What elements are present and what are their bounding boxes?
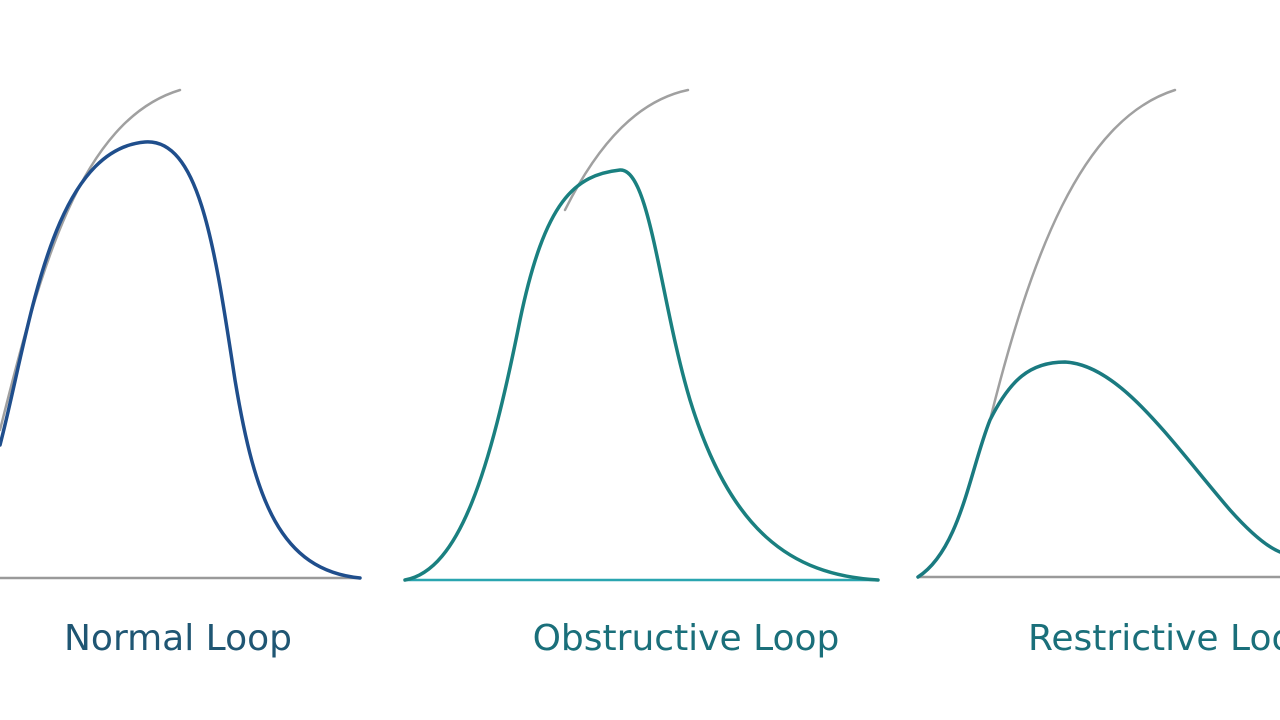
loop-curve <box>403 168 880 582</box>
normal-loop: Normal Loop <box>0 88 362 659</box>
reference-curve <box>0 88 182 432</box>
reference-curve <box>988 88 1177 422</box>
loop-label: Normal Loop <box>64 618 292 659</box>
loop-curve <box>916 360 1280 579</box>
loop-label: Obstructive Loop <box>533 618 840 659</box>
loop-label: Restrictive Loop <box>1028 618 1280 659</box>
obstructive-loop: Obstructive Loop <box>403 88 880 659</box>
restrictive-loop: Restrictive Loop <box>916 88 1280 659</box>
loop-curve <box>0 140 362 580</box>
